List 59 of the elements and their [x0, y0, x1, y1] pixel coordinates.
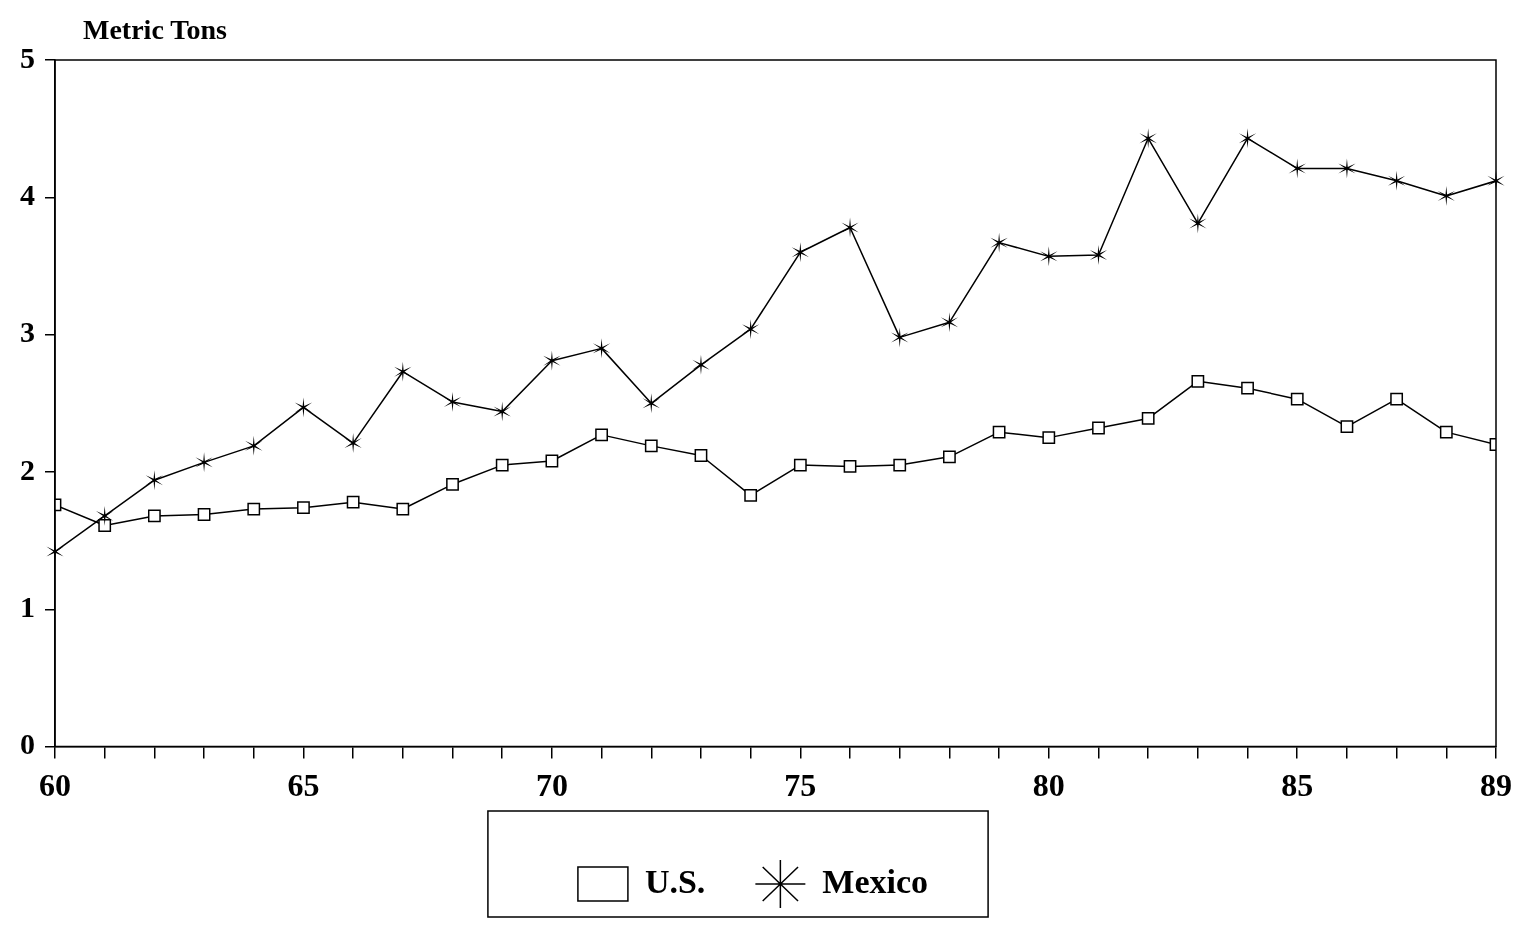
point: [247, 502, 261, 516]
y-tick-label: 4: [20, 178, 35, 212]
x-tick-label: 75: [784, 767, 817, 804]
x-tick-label: 65: [287, 767, 320, 804]
point: [1141, 412, 1155, 425]
point: [147, 509, 161, 523]
point: [346, 495, 360, 509]
point: [145, 470, 164, 491]
point: [843, 460, 857, 473]
point: [1390, 392, 1404, 406]
point: [1437, 185, 1455, 206]
point: [1290, 392, 1304, 406]
point: [495, 458, 509, 472]
x-tick-label: 85: [1281, 767, 1314, 804]
point: [1089, 244, 1108, 265]
point: [446, 477, 459, 491]
point: [742, 319, 760, 340]
point: [98, 519, 112, 532]
point: [644, 439, 658, 453]
point: [294, 397, 313, 418]
y-tick-label: 0: [20, 727, 35, 761]
y-tick-label: 2: [20, 452, 35, 486]
point: [940, 312, 959, 333]
point: [396, 502, 410, 516]
point: [443, 391, 462, 412]
point: [1238, 128, 1257, 149]
point: [992, 425, 1006, 439]
point: [297, 501, 310, 515]
point: [893, 458, 907, 472]
x-tick-label: 89: [1480, 767, 1512, 804]
point: [197, 508, 211, 521]
point: [642, 393, 660, 414]
point: [791, 242, 810, 263]
point: [744, 488, 758, 502]
x-tick-label: 70: [535, 767, 568, 804]
point: [793, 458, 807, 472]
point: [891, 327, 909, 348]
y-axis-title: Metric Tons: [83, 14, 227, 46]
point: [1092, 421, 1105, 435]
point: [1340, 420, 1354, 434]
point: [1439, 425, 1453, 439]
point: [1241, 381, 1254, 395]
point: [694, 449, 708, 462]
x-tick-label: 60: [39, 767, 71, 804]
point: [1288, 158, 1306, 179]
y-tick-label: 3: [20, 315, 35, 349]
point: [595, 428, 608, 442]
point: [1191, 374, 1205, 388]
point: [943, 450, 956, 464]
legend-label: U.S.: [644, 862, 706, 900]
point: [1387, 170, 1406, 191]
point: [592, 338, 611, 359]
point: [1042, 431, 1056, 445]
point: [96, 505, 114, 526]
y-tick-label: 1: [20, 590, 35, 624]
x-tick-label: 80: [1032, 767, 1065, 804]
legend-label: Mexico: [822, 862, 929, 900]
point: [545, 454, 559, 468]
y-tick-label: 5: [20, 40, 35, 74]
